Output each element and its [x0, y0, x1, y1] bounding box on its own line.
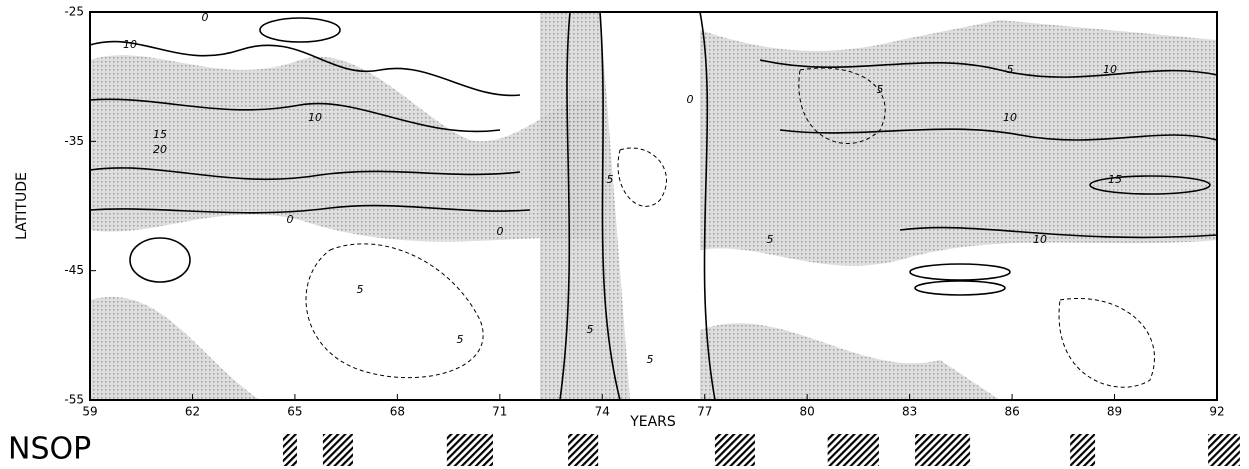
x-tick-label: 83	[902, 405, 917, 419]
y-tick-label: -45	[64, 263, 84, 277]
nsop-period	[915, 434, 971, 466]
y-tick-label: -25	[64, 5, 84, 19]
contour-label: 10	[1103, 63, 1117, 76]
contour-label: 5	[457, 333, 464, 346]
nsop-period	[282, 434, 297, 466]
nsop-period	[1208, 434, 1240, 466]
contour-field	[90, 12, 1217, 400]
plot-frame	[89, 11, 1218, 401]
contour-label: 0	[497, 225, 504, 238]
x-tick-label: 65	[287, 405, 302, 419]
x-tick-label: 92	[1209, 405, 1224, 419]
x-tick-label: 59	[82, 405, 97, 419]
x-tick-label: 80	[800, 405, 815, 419]
y-tick-label: -55	[64, 393, 84, 407]
y-tick-label: -35	[64, 134, 84, 148]
nsop-period	[322, 434, 353, 466]
nsop-period	[827, 434, 879, 466]
x-tick-label: 71	[492, 405, 507, 419]
contour-label: 5	[587, 323, 594, 336]
contour-label: 10	[1003, 111, 1017, 124]
contour-label: 10	[308, 111, 322, 124]
x-tick-label: 74	[595, 405, 610, 419]
x-tick-label: 86	[1004, 405, 1019, 419]
contour-label: 5	[1007, 63, 1014, 76]
nsop-period	[714, 434, 755, 466]
contour-label: 15	[1108, 173, 1122, 186]
nsop-label: NSOP	[8, 432, 91, 467]
x-tick-label: 89	[1107, 405, 1122, 419]
contour-label: 20	[153, 143, 167, 156]
nsop-period	[446, 434, 493, 466]
x-tick-label: 62	[185, 405, 200, 419]
nsop-period	[1070, 434, 1096, 466]
contour-label: 5	[647, 353, 654, 366]
contour-label: 5	[877, 83, 884, 96]
contour-label: 10	[123, 38, 137, 51]
contour-label: 0	[687, 93, 694, 106]
contour-label: 0	[202, 11, 209, 24]
x-tick-label: 77	[697, 405, 712, 419]
contour-label: 5	[767, 233, 774, 246]
nsop-period	[568, 434, 599, 466]
contour-label: 10	[1033, 233, 1047, 246]
contour-label: 15	[153, 128, 167, 141]
x-axis-label: YEARS	[629, 414, 676, 430]
contour-label: 5	[607, 173, 614, 186]
x-tick-label: 68	[390, 405, 405, 419]
y-axis-label: LATITUDE	[14, 172, 30, 240]
contour-label: 0	[287, 213, 294, 226]
contour-label: 5	[357, 283, 364, 296]
